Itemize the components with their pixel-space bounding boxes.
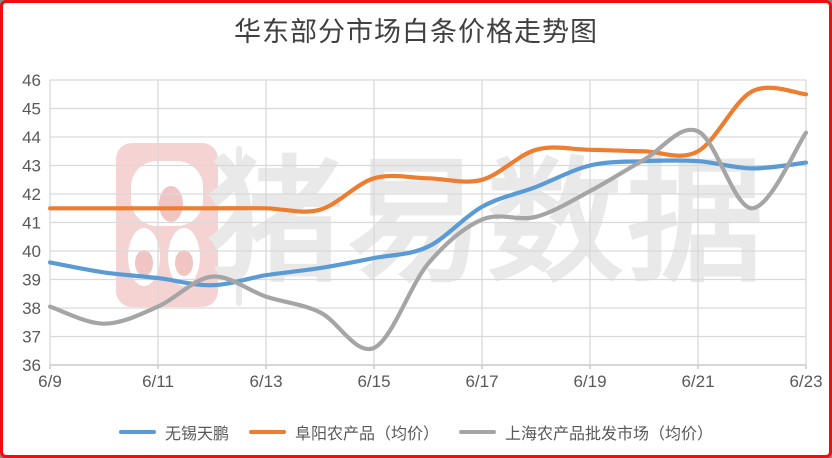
x-axis-label: 6/13 [249, 372, 282, 391]
y-axis-label: 39 [22, 271, 41, 290]
y-axis-label: 36 [22, 356, 41, 375]
chart-title: 华东部分市场白条价格走势图 [234, 17, 598, 47]
legend-label: 无锡天鹏 [164, 426, 229, 443]
x-axis-label: 6/19 [573, 372, 606, 391]
legend-label: 阜阳农产品（均价） [294, 426, 439, 443]
legend-item-wuxi-tianpeng: 无锡天鹏 [118, 420, 229, 444]
series-line-fuyang-nongchanpin [47, 85, 809, 214]
x-axis-label: 6/23 [789, 372, 822, 391]
series-line-wuxi-tianpeng [47, 158, 809, 288]
zhuyi-pig-logo [116, 143, 218, 307]
x-axis-label: 6/11 [142, 372, 174, 391]
y-axis-label: 40 [22, 242, 41, 261]
legend-label: 上海农产品批发市场（均价） [505, 426, 714, 443]
legend-item-shanghai-pifa-shichang: 上海农产品批发市场（均价） [459, 420, 713, 444]
x-axis-label: 6/21 [681, 372, 714, 391]
y-axis-label: 45 [22, 100, 41, 119]
watermark-separator [236, 146, 242, 306]
y-axis-label: 37 [22, 328, 41, 347]
axis-labels: 36 37 38 39 40 41 42 43 44 45 46 6/9 6/11 6/13 6/15 6/1… [22, 71, 822, 391]
legend-swatch-shanghai-pifa-shichang [459, 430, 496, 434]
legend-swatch-fuyang-nongchanpin [248, 430, 286, 434]
series-line-shanghai-pifa-shichang [47, 127, 809, 352]
x-axis-label: 6/9 [38, 372, 62, 391]
watermark: 猪易数据 [116, 143, 763, 307]
legend-swatch-wuxi-tianpeng [118, 430, 156, 434]
y-axis-label: 41 [22, 214, 41, 233]
legend-item-fuyang-nongchanpin: 阜阳农产品（均价） [248, 420, 439, 444]
legend: 无锡天鹏 阜阳农产品（均价） 上海农产品批发市场（均价） [3, 420, 829, 444]
y-axis-label: 38 [22, 299, 41, 318]
x-axis-label: 6/15 [357, 372, 390, 391]
y-axis-label: 46 [22, 71, 41, 90]
x-axis-label: 6/17 [465, 372, 498, 391]
y-axis-label: 43 [22, 157, 41, 176]
y-axis-label: 42 [22, 185, 41, 204]
series-layer [47, 85, 809, 352]
y-axis-label: 44 [22, 128, 41, 147]
line-chart: 猪易数据 36 37 38 39 40 41 42 43 44 45 46 6/9 6/11 6/13 6/… [22, 71, 822, 391]
